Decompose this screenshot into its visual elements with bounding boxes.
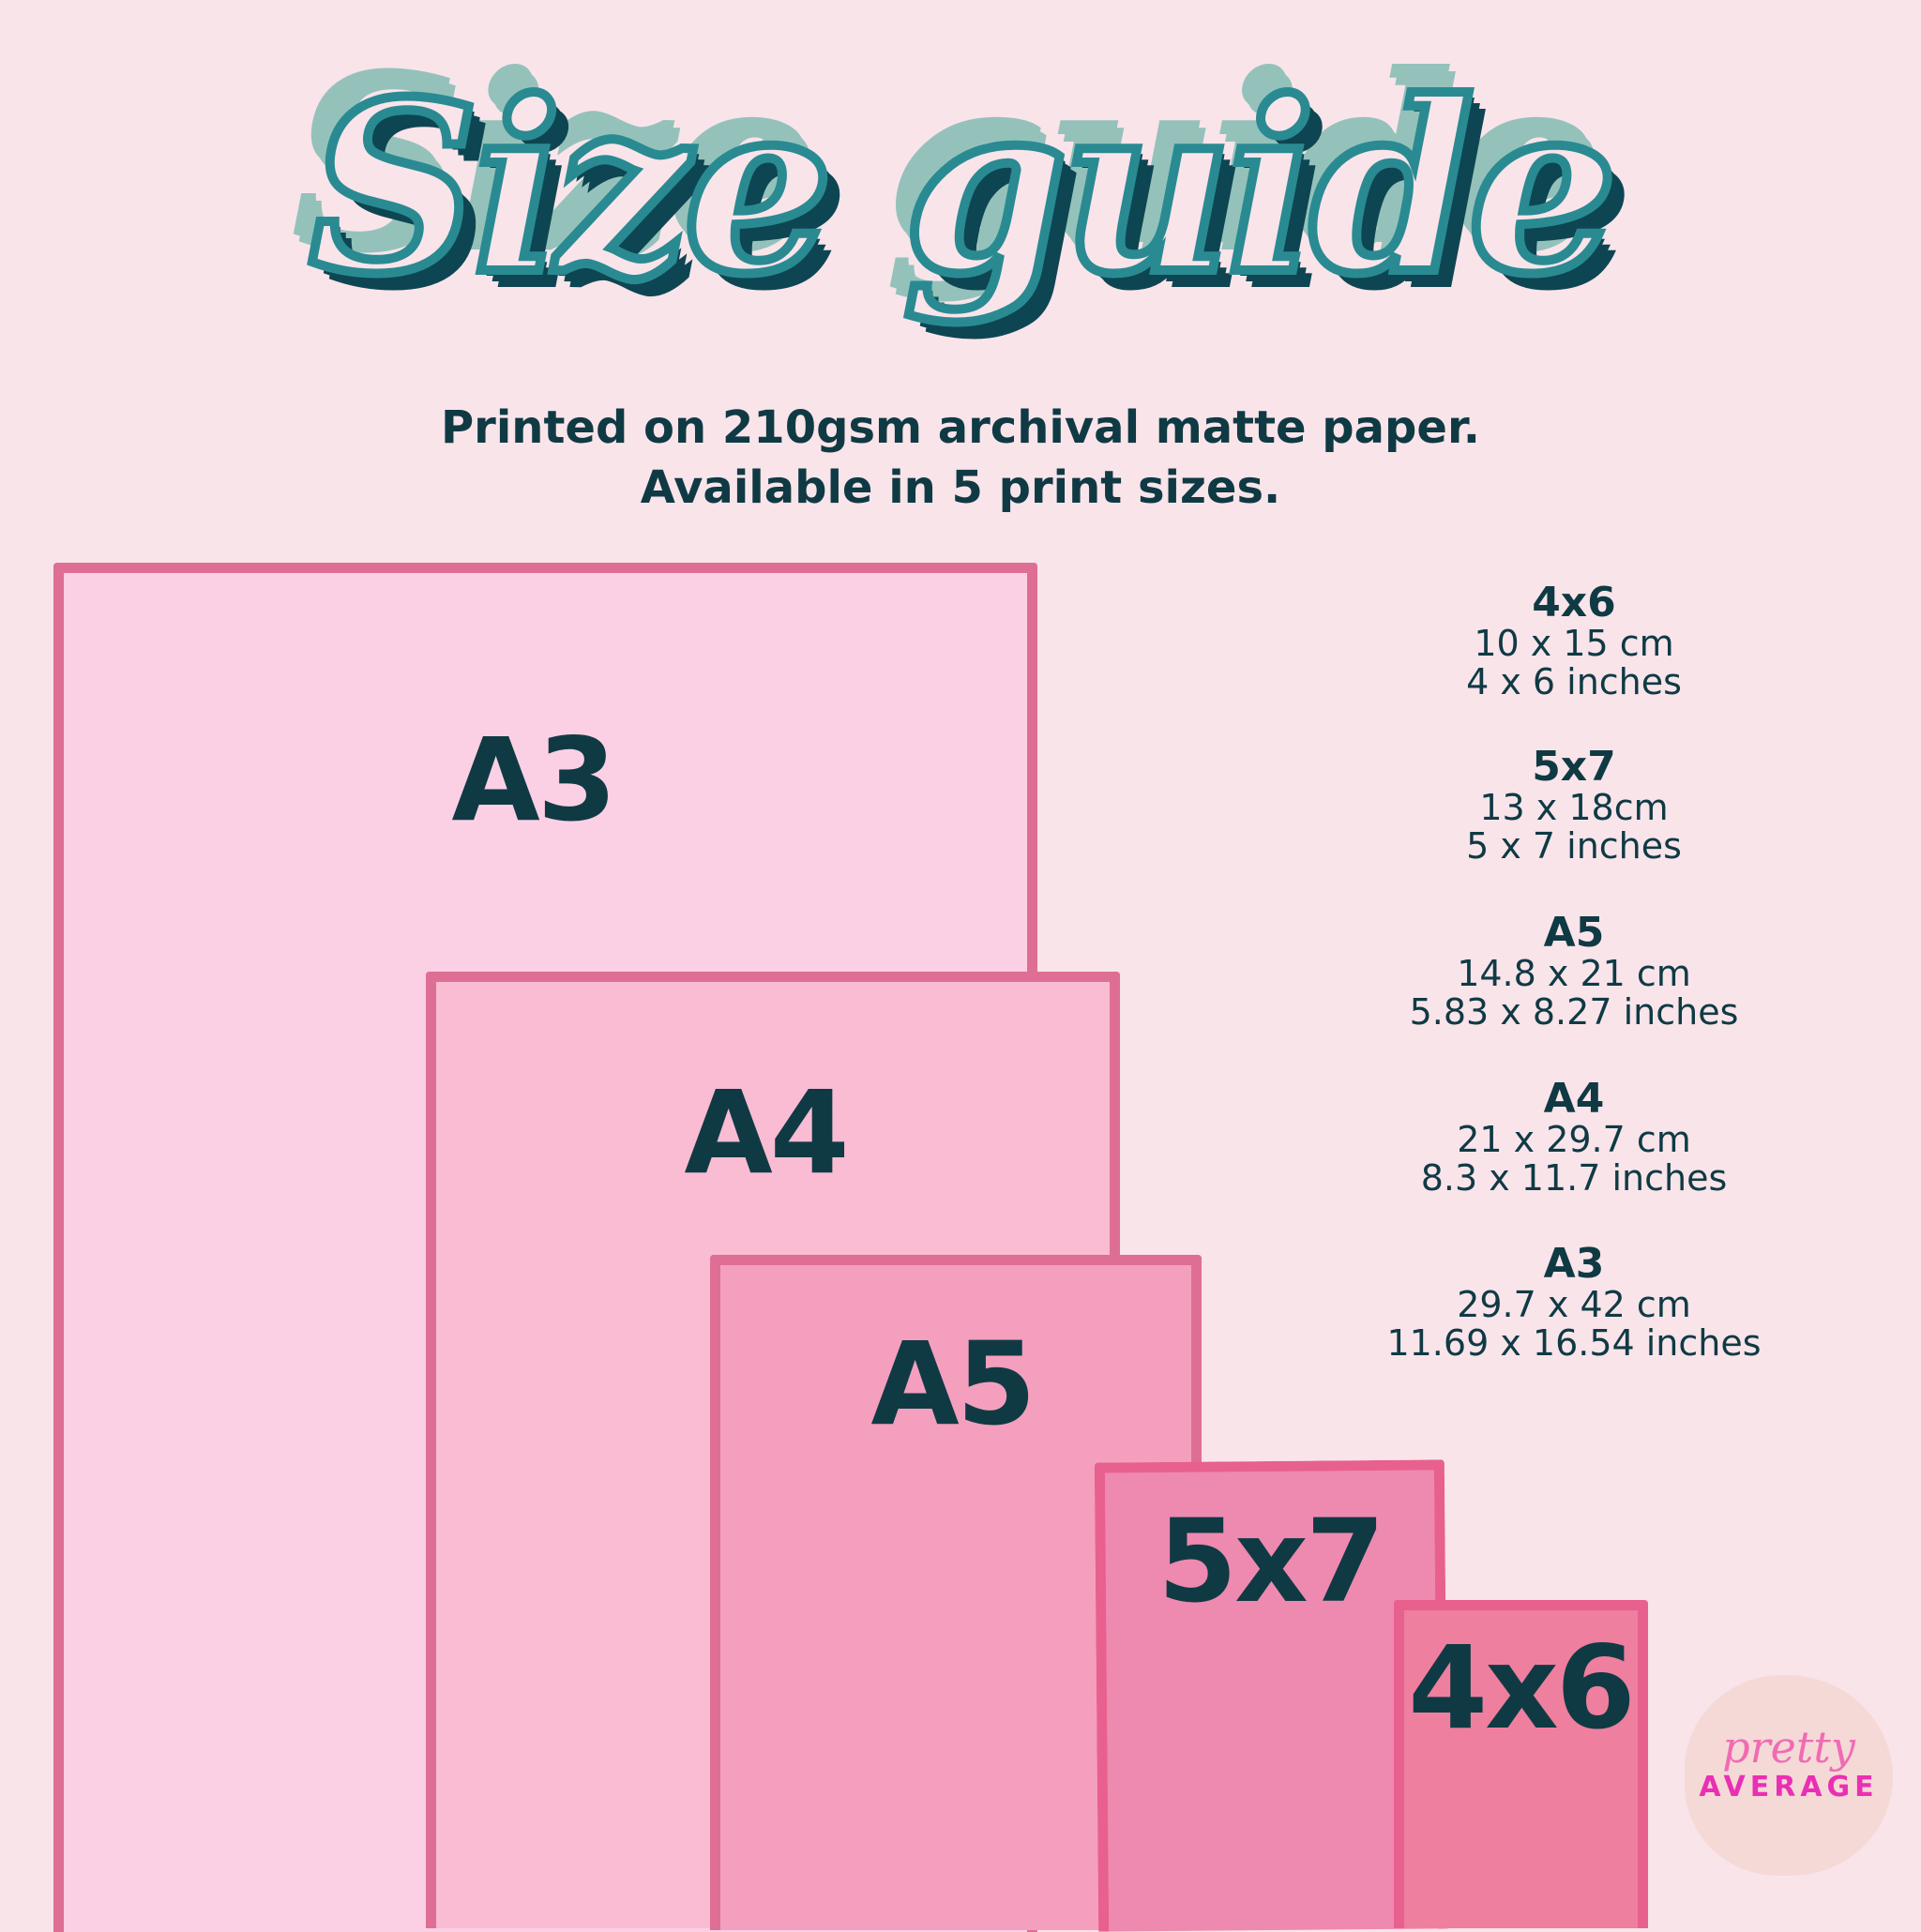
spec-cm: 29.7 x 42 cm	[1457, 1284, 1691, 1325]
spec-name: A4	[1543, 1075, 1605, 1123]
spec-inches: 8.3 x 11.7 inches	[1420, 1157, 1728, 1199]
spec-a4: A4 21 x 29.7 cm 8.3 x 11.7 inches	[1386, 1078, 1762, 1198]
subtitle-line-2: Available in 5 print sizes.	[640, 461, 1281, 514]
spec-cm: 14.8 x 21 cm	[1457, 953, 1691, 994]
spec-name: A3	[1543, 1240, 1605, 1288]
label-a5: A5	[870, 1318, 1036, 1451]
logo-pretty: pretty	[1722, 1722, 1855, 1773]
label-4x6: 4x6	[1408, 1622, 1635, 1755]
spec-cm: 13 x 18cm	[1479, 787, 1669, 828]
rect-4x6	[1394, 1600, 1648, 1928]
label-5x7: 5x7	[1157, 1495, 1384, 1628]
label-a3: A3	[451, 714, 616, 847]
spec-cm: 10 x 15 cm	[1474, 623, 1674, 664]
page-title: Size guide	[305, 45, 1623, 330]
spec-name: 4x6	[1532, 579, 1616, 626]
spec-name: 5x7	[1532, 743, 1616, 791]
spec-cm: 21 x 29.7 cm	[1457, 1119, 1691, 1160]
spec-a3: A3 29.7 x 42 cm 11.69 x 16.54 inches	[1386, 1243, 1762, 1363]
brand-logo: pretty AVERAGE	[1685, 1675, 1893, 1876]
spec-a5: A5 14.8 x 21 cm 5.83 x 8.27 inches	[1386, 912, 1762, 1032]
spec-inches: 11.69 x 16.54 inches	[1386, 1322, 1762, 1364]
spec-4x6: 4x6 10 x 15 cm 4 x 6 inches	[1386, 581, 1762, 702]
label-a4: A4	[684, 1066, 849, 1200]
logo-average: AVERAGE	[1699, 1771, 1879, 1804]
spec-inches: 4 x 6 inches	[1466, 661, 1682, 702]
spec-5x7: 5x7 13 x 18cm 5 x 7 inches	[1386, 746, 1762, 866]
spec-name: A5	[1543, 909, 1605, 957]
spec-inches: 5.83 x 8.27 inches	[1409, 991, 1739, 1033]
subtitle-line-1: Printed on 210gsm archival matte paper.	[440, 401, 1481, 454]
spec-inches: 5 x 7 inches	[1466, 825, 1682, 867]
